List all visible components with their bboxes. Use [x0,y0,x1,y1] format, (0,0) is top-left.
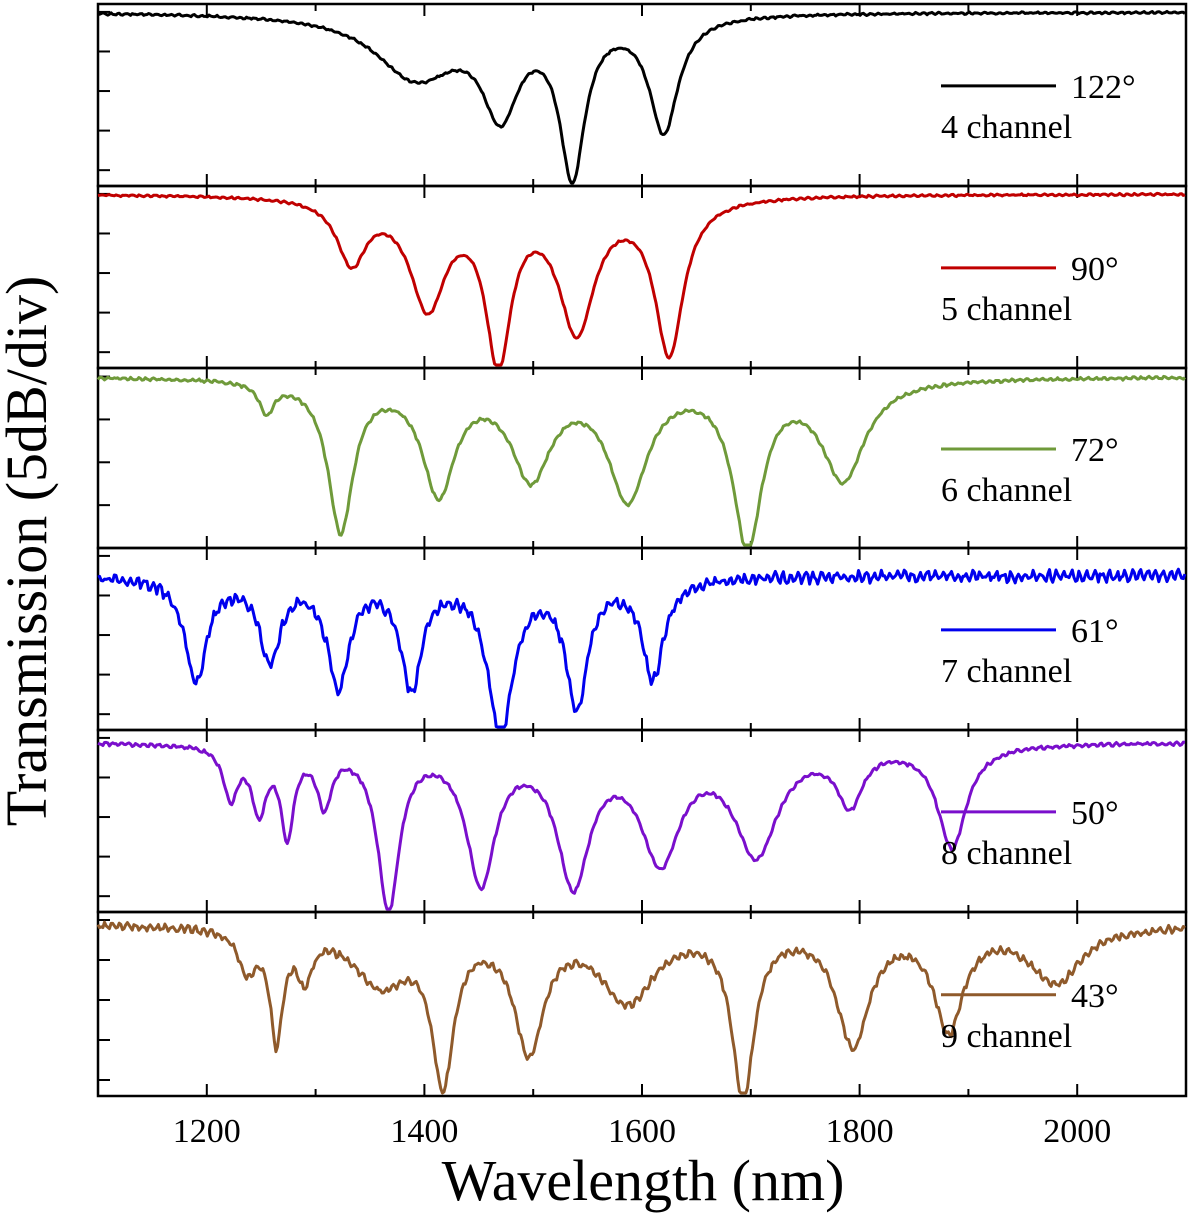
legend-angle: 90° [1071,251,1119,288]
panel-1: 122°4 channel [96,2,1188,188]
x-axis-title: Wavelength (nm) [442,1148,845,1213]
legend-angle: 61° [1071,613,1119,650]
series-line-61° [97,567,1187,729]
panel-frame [96,366,1188,550]
x-tick-label: 2000 [1043,1113,1111,1150]
legend-channel: 4 channel [941,109,1072,146]
series-line-90° [97,191,1186,367]
x-tick-label: 1400 [390,1113,458,1150]
series-line-72° [96,374,1186,547]
panel-frame [96,728,1188,914]
panel-6: 43°9 channel [96,910,1188,1098]
legend-channel: 6 channel [941,472,1072,509]
x-tick-label: 1600 [608,1113,676,1150]
panel-2: 90°5 channel [96,184,1188,370]
panel-4: 61°7 channel [96,546,1188,732]
panel-frame [96,2,1188,188]
legend-channel: 5 channel [941,291,1072,328]
x-tick-label: 1800 [826,1113,894,1150]
legend-angle: 122° [1071,69,1136,106]
x-axis: 1200 1400 1600 1800 2000 [173,1113,1111,1150]
panel-3: 72°6 channel [96,366,1188,550]
y-axis-title: Transmission (5dB/div) [0,276,59,827]
panel-frame [96,184,1188,370]
series-line-43° [96,920,1186,1095]
legend-channel: 7 channel [941,653,1072,690]
panel-5: 50°8 channel [96,728,1188,914]
legend-angle: 43° [1071,978,1119,1015]
panel-frame [96,910,1188,1098]
legend-angle: 72° [1071,432,1119,469]
series-line-122° [97,9,1186,185]
legend-angle: 50° [1071,795,1119,832]
series-line-50° [97,740,1186,911]
legend-channel: 8 channel [941,835,1072,872]
x-tick-label: 1200 [173,1113,241,1150]
legend-channel: 9 channel [941,1018,1072,1055]
